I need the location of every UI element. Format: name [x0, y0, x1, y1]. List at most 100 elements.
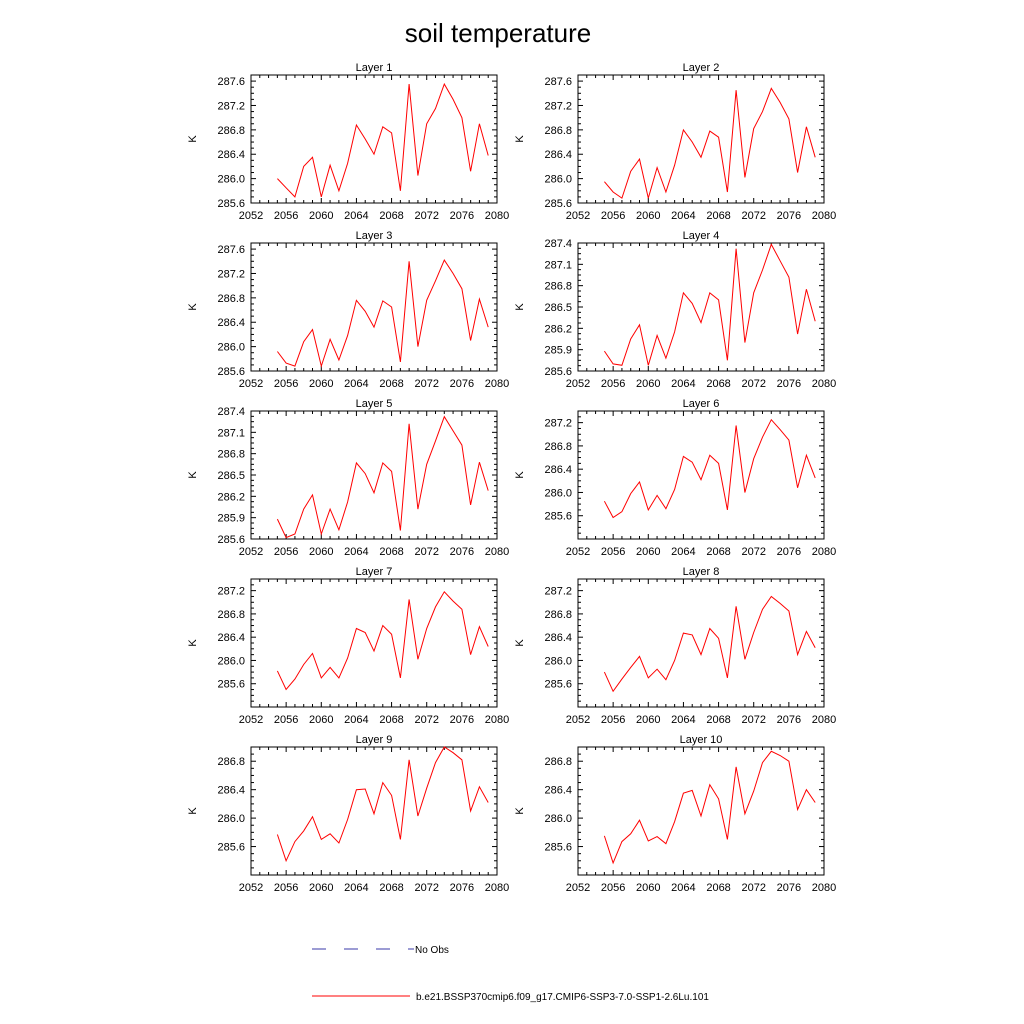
y-tick-label: 286.8	[217, 293, 245, 305]
x-tick-label: 2076	[450, 882, 474, 894]
x-tick-label: 2052	[239, 714, 263, 726]
x-tick-label: 2064	[671, 882, 695, 894]
x-tick-label: 2052	[566, 378, 590, 390]
x-tick-label: 2064	[671, 210, 695, 222]
y-tick-label: 287.2	[544, 586, 572, 598]
y-tick-label: 286.8	[217, 609, 245, 621]
y-tick-label: 287.2	[217, 100, 245, 112]
panel-title: Layer 7	[356, 566, 393, 578]
x-tick-label: 2052	[566, 714, 590, 726]
y-tick-label: 286.0	[544, 487, 572, 499]
x-tick-label: 2060	[636, 378, 660, 390]
series-line	[276, 415, 489, 539]
x-tick-label: 2068	[706, 546, 730, 558]
legend-model-label: b.e21.BSSP370cmip6.f09_g17.CMIP6-SSP3-7.…	[416, 992, 709, 1003]
x-tick-label: 2056	[601, 714, 625, 726]
x-tick-label: 2056	[274, 210, 298, 222]
y-axis-label: K	[514, 303, 526, 311]
panel-layer-10: Layer 10 2052 2056 2060 2064 2068 2072 2076 2080…	[514, 734, 836, 894]
y-tick-label: 286.4	[217, 317, 245, 329]
x-tick-label: 2076	[777, 378, 801, 390]
x-tick-label: 2068	[379, 210, 403, 222]
y-tick-label: 286.2	[544, 323, 572, 335]
y-tick-label: 286.8	[544, 441, 572, 453]
y-tick-label: 285.6	[217, 366, 245, 378]
y-tick-label: 285.6	[544, 679, 572, 691]
x-tick-label: 2080	[812, 210, 836, 222]
x-tick-label: 2060	[309, 378, 333, 390]
x-tick-label: 2068	[706, 882, 730, 894]
x-tick-label: 2068	[706, 378, 730, 390]
y-tick-label: 286.8	[217, 449, 245, 461]
x-tick-label: 2076	[450, 546, 474, 558]
series-line	[604, 87, 816, 199]
y-tick-label: 285.6	[217, 842, 245, 854]
x-tick-label: 2064	[671, 378, 695, 390]
y-tick-label: 286.0	[544, 174, 572, 186]
panel-layer-3: Layer 3 2052 2056 2060 2064 2068 2072 2076 2080 2…	[187, 230, 509, 390]
x-tick-label: 2060	[309, 882, 333, 894]
x-tick-label: 2060	[309, 546, 333, 558]
x-tick-label: 2056	[274, 714, 298, 726]
y-tick-label: 286.5	[544, 302, 572, 314]
y-tick-label: 287.1	[544, 259, 572, 271]
panel-title: Layer 4	[683, 230, 720, 242]
x-tick-label: 2064	[344, 378, 368, 390]
y-tick-label: 287.2	[217, 268, 245, 280]
panel-title: Layer 3	[356, 230, 393, 242]
y-axis-label: K	[514, 135, 526, 143]
x-tick-label: 2072	[414, 882, 438, 894]
x-tick-label: 2072	[741, 714, 765, 726]
x-tick-label: 2072	[414, 546, 438, 558]
panel-title: Layer 5	[356, 398, 393, 410]
x-tick-label: 2052	[239, 882, 263, 894]
series-line	[276, 590, 489, 691]
x-tick-label: 2060	[309, 714, 333, 726]
x-tick-label: 2056	[601, 378, 625, 390]
x-tick-label: 2076	[777, 714, 801, 726]
y-tick-label: 285.6	[544, 198, 572, 210]
x-tick-label: 2068	[379, 882, 403, 894]
plot-frame	[250, 410, 498, 540]
series-line	[277, 82, 489, 198]
x-tick-label: 2052	[239, 546, 263, 558]
x-tick-label: 2076	[777, 546, 801, 558]
y-tick-label: 285.6	[544, 366, 572, 378]
x-tick-label: 2060	[636, 882, 660, 894]
panel-title: Layer 9	[356, 734, 393, 746]
plot-frame	[577, 578, 825, 708]
x-tick-label: 2052	[239, 210, 263, 222]
plot-frame	[577, 746, 825, 876]
x-tick-label: 2060	[636, 714, 660, 726]
panel-title: Layer 1	[356, 62, 393, 74]
panel-layer-7: Layer 7 2052 2056 2060 2064 2068 2072 2076 2080 2…	[187, 566, 509, 726]
x-tick-label: 2052	[239, 378, 263, 390]
y-tick-label: 285.6	[217, 679, 245, 691]
y-tick-label: 286.0	[544, 813, 572, 825]
y-tick-label: 285.9	[544, 345, 572, 357]
plot-frame	[577, 410, 825, 540]
legend: No Obs b.e21.BSSP370cmip6.f09_g17.CMIP6-…	[312, 945, 709, 1003]
x-tick-label: 2056	[601, 882, 625, 894]
x-tick-label: 2076	[777, 210, 801, 222]
x-tick-label: 2080	[485, 714, 509, 726]
x-tick-label: 2064	[344, 714, 368, 726]
panel-grid: Layer 1 2052 2056 2060 2064 2068 2072 2076 2080 2…	[187, 62, 836, 894]
panel-layer-2: Layer 2 2052 2056 2060 2064 2068 2072 2076 2080 2…	[514, 62, 836, 222]
legend-obs-label: No Obs	[415, 945, 449, 956]
x-tick-label: 2080	[485, 546, 509, 558]
x-tick-label: 2068	[706, 714, 730, 726]
x-tick-label: 2072	[741, 210, 765, 222]
x-tick-label: 2080	[812, 378, 836, 390]
y-tick-label: 286.0	[217, 342, 245, 354]
x-tick-label: 2072	[741, 882, 765, 894]
y-tick-label: 287.6	[217, 244, 245, 256]
y-axis-label: K	[187, 135, 199, 143]
y-tick-label: 286.4	[544, 464, 572, 476]
y-tick-label: 286.5	[217, 470, 245, 482]
x-tick-label: 2080	[812, 546, 836, 558]
y-tick-label: 286.0	[217, 655, 245, 667]
panel-title: Layer 6	[683, 398, 720, 410]
y-axis-label: K	[514, 639, 526, 647]
